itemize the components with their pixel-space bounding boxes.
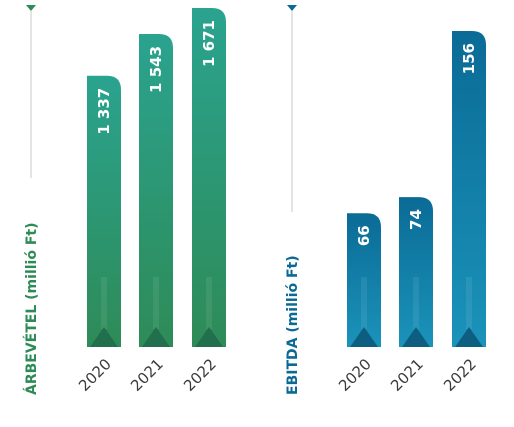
- ebitda-bar-2020-triangle-icon: [350, 327, 378, 347]
- revenue-value-label-2021: 1 543: [147, 46, 165, 93]
- revenue-bar-2022-highlight: [206, 277, 212, 329]
- revenue-axis-title: ÁRBEVÉTEL (millió Ft): [23, 223, 40, 395]
- ebitda-axis: EBITDA (millió Ft): [285, 5, 301, 395]
- ebitda-bar-2020-highlight: [361, 277, 367, 329]
- ebitda-axis-title: EBITDA (millió Ft): [285, 255, 301, 395]
- revenue-bar-2020-triangle-icon: [90, 327, 118, 347]
- revenue-tick-label-2022: 2022: [180, 355, 220, 395]
- ebitda-bar-2022-triangle-icon: [455, 327, 483, 347]
- ebitda-bar-2022-highlight: [466, 277, 472, 329]
- ebitda-value-label-2022: 156: [460, 43, 478, 74]
- ebitda-bar-2020: [347, 213, 381, 347]
- ebitda-chart: EBITDA (millió Ft) 66 2020 74 2021 156 2022: [285, 5, 486, 395]
- ebitda-tick-label-2022: 2022: [440, 355, 480, 395]
- revenue-value-label-2020: 1 337: [95, 88, 113, 135]
- ebitda-axis-arrow-icon: [287, 5, 297, 11]
- revenue-tick-label-2021: 2021: [127, 355, 167, 395]
- ebitda-bar-2021: [399, 197, 433, 347]
- ebitda-bar-2021-highlight: [413, 277, 419, 329]
- ebitda-bars: 66 2020 74 2021 156 2022: [335, 31, 486, 395]
- revenue-chart: ÁRBEVÉTEL (millió Ft) 1 337 2020 1 543 2021…: [23, 5, 226, 395]
- revenue-axis-arrow-icon: [26, 5, 36, 11]
- ebitda-bar-2022: [452, 31, 486, 347]
- revenue-bars: 1 337 2020 1 543 2021 1 671 2022: [75, 8, 226, 395]
- revenue-bar-2021: [139, 33, 173, 348]
- ebitda-tick-label-2021: 2021: [387, 355, 427, 395]
- revenue-bar-2020: [87, 75, 121, 347]
- revenue-axis: ÁRBEVÉTEL (millió Ft): [23, 5, 40, 395]
- ebitda-bar-2021-triangle-icon: [402, 327, 430, 347]
- revenue-value-label-2022: 1 671: [200, 20, 218, 67]
- revenue-tick-label-2020: 2020: [75, 355, 115, 395]
- revenue-bar-2022: [192, 8, 226, 347]
- ebitda-value-label-2021: 74: [407, 209, 425, 230]
- revenue-bar-2022-triangle-icon: [195, 327, 223, 347]
- revenue-bar-2021-highlight: [153, 277, 159, 329]
- revenue-bar-2020-highlight: [101, 277, 107, 329]
- ebitda-tick-label-2020: 2020: [335, 355, 375, 395]
- ebitda-value-label-2020: 66: [355, 225, 373, 246]
- revenue-bar-2021-triangle-icon: [142, 327, 170, 347]
